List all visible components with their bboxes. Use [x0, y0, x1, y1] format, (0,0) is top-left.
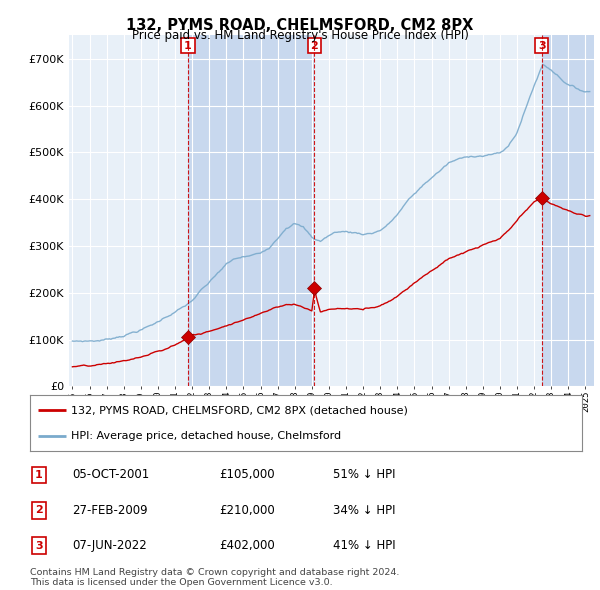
Bar	[188, 35, 314, 386]
Text: Price paid vs. HM Land Registry's House Price Index (HPI): Price paid vs. HM Land Registry's House …	[131, 30, 469, 42]
Text: £402,000: £402,000	[219, 539, 275, 552]
Text: 1: 1	[184, 41, 192, 51]
Text: £105,000: £105,000	[219, 468, 275, 481]
Text: 41% ↓ HPI: 41% ↓ HPI	[333, 539, 395, 552]
Text: 05-OCT-2001: 05-OCT-2001	[72, 468, 149, 481]
Text: 34% ↓ HPI: 34% ↓ HPI	[333, 504, 395, 517]
Text: Contains HM Land Registry data © Crown copyright and database right 2024.
This d: Contains HM Land Registry data © Crown c…	[30, 568, 400, 587]
Text: 1: 1	[35, 470, 43, 480]
Text: 132, PYMS ROAD, CHELMSFORD, CM2 8PX: 132, PYMS ROAD, CHELMSFORD, CM2 8PX	[127, 18, 473, 32]
Text: 3: 3	[538, 41, 545, 51]
Text: 2: 2	[311, 41, 318, 51]
Text: 51% ↓ HPI: 51% ↓ HPI	[333, 468, 395, 481]
Text: 27-FEB-2009: 27-FEB-2009	[72, 504, 148, 517]
Text: 07-JUN-2022: 07-JUN-2022	[72, 539, 147, 552]
Text: 2: 2	[35, 506, 43, 515]
Text: 3: 3	[35, 541, 43, 550]
Text: 132, PYMS ROAD, CHELMSFORD, CM2 8PX (detached house): 132, PYMS ROAD, CHELMSFORD, CM2 8PX (det…	[71, 405, 408, 415]
Text: HPI: Average price, detached house, Chelmsford: HPI: Average price, detached house, Chel…	[71, 431, 341, 441]
Text: £210,000: £210,000	[219, 504, 275, 517]
Bar	[542, 35, 594, 386]
